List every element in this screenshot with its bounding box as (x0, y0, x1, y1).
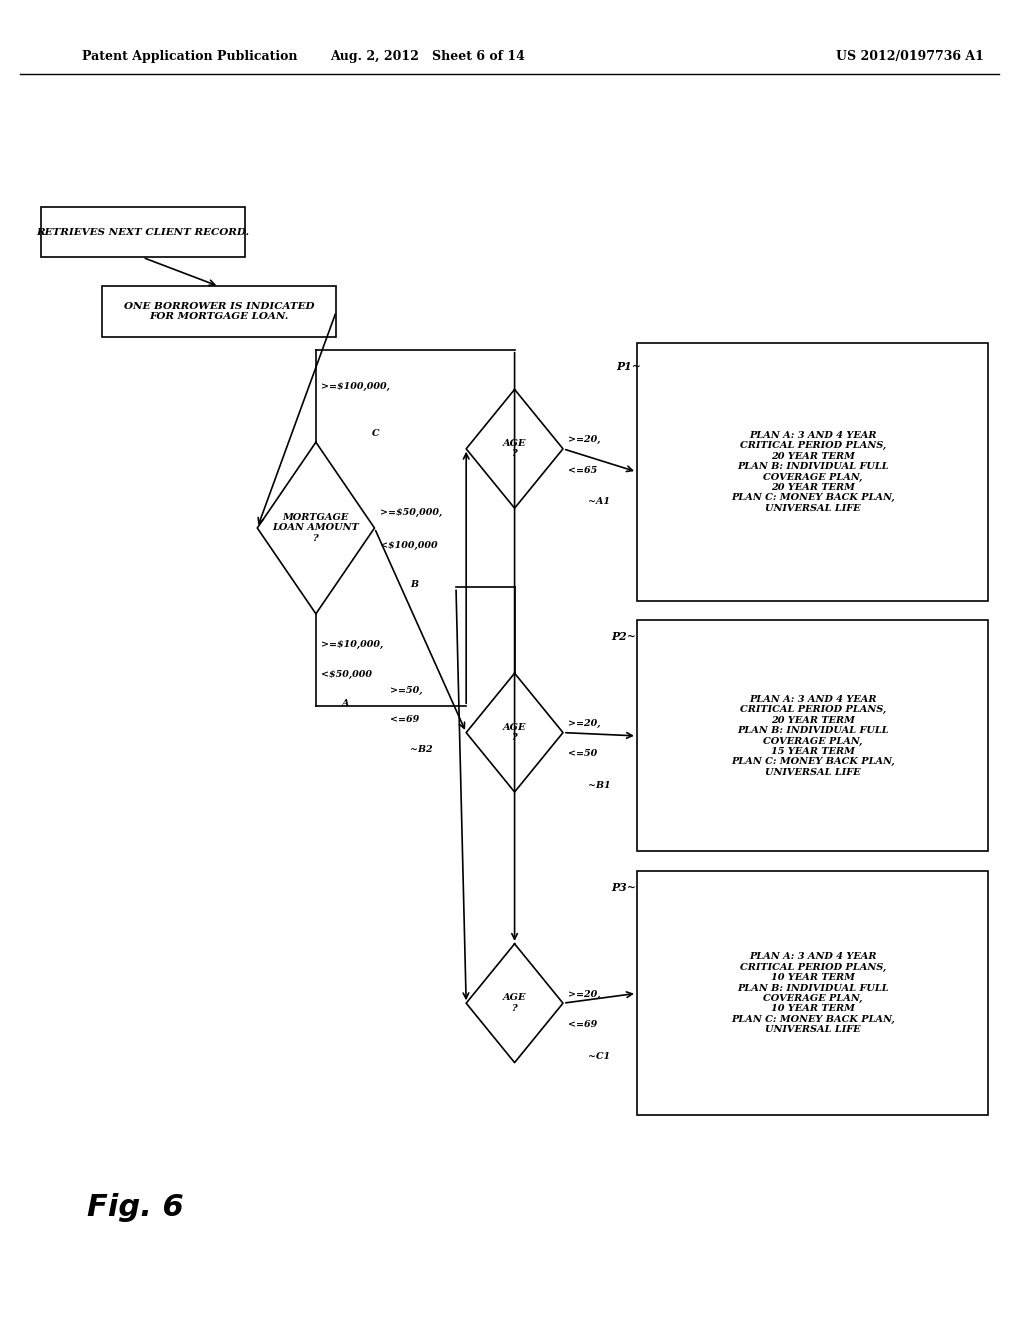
Text: <=69: <=69 (390, 715, 419, 725)
Text: P2~: P2~ (611, 631, 636, 643)
FancyBboxPatch shape (637, 343, 988, 601)
Text: Aug. 2, 2012   Sheet 6 of 14: Aug. 2, 2012 Sheet 6 of 14 (331, 50, 525, 63)
Text: >=\$10,000,: >=\$10,000, (321, 640, 383, 649)
Text: ONE BORROWER IS INDICATED
FOR MORTGAGE LOAN.: ONE BORROWER IS INDICATED FOR MORTGAGE L… (124, 302, 314, 321)
Text: PLAN A: 3 AND 4 YEAR
CRITICAL PERIOD PLANS,
20 YEAR TERM
PLAN B: INDIVIDUAL FULL: PLAN A: 3 AND 4 YEAR CRITICAL PERIOD PLA… (731, 430, 895, 513)
FancyBboxPatch shape (41, 207, 245, 257)
Text: <\$50,000: <\$50,000 (321, 671, 372, 680)
Text: PLAN A: 3 AND 4 YEAR
CRITICAL PERIOD PLANS,
10 YEAR TERM
PLAN B: INDIVIDUAL FULL: PLAN A: 3 AND 4 YEAR CRITICAL PERIOD PLA… (731, 952, 895, 1035)
Text: Patent Application Publication: Patent Application Publication (82, 50, 297, 63)
Text: <=69: <=69 (568, 1020, 597, 1030)
Text: PLAN A: 3 AND 4 YEAR
CRITICAL PERIOD PLANS,
20 YEAR TERM
PLAN B: INDIVIDUAL FULL: PLAN A: 3 AND 4 YEAR CRITICAL PERIOD PLA… (731, 694, 895, 777)
Text: ~A1: ~A1 (589, 498, 610, 507)
Text: Fig. 6: Fig. 6 (87, 1193, 183, 1222)
Text: >=50,: >=50, (390, 686, 422, 696)
FancyBboxPatch shape (637, 871, 988, 1115)
Text: ~C1: ~C1 (589, 1052, 610, 1061)
Text: ~B1: ~B1 (589, 781, 611, 791)
Text: AGE
?: AGE ? (503, 723, 526, 742)
Text: >=20,: >=20, (568, 990, 601, 999)
FancyBboxPatch shape (102, 286, 336, 337)
Text: ~B2: ~B2 (411, 746, 433, 755)
Text: >=\$50,000,: >=\$50,000, (380, 508, 441, 517)
Text: <\$100,000: <\$100,000 (380, 541, 437, 550)
Text: >=20,: >=20, (568, 436, 601, 445)
Text: >=\$100,000,: >=\$100,000, (321, 383, 390, 392)
Text: AGE
?: AGE ? (503, 440, 526, 458)
Text: US 2012/0197736 A1: US 2012/0197736 A1 (836, 50, 983, 63)
Text: B: B (411, 581, 418, 590)
Text: MORTGAGE
LOAN AMOUNT
?: MORTGAGE LOAN AMOUNT ? (272, 513, 359, 543)
Text: P1~: P1~ (616, 360, 641, 372)
Text: RETRIEVES NEXT CLIENT RECORD.: RETRIEVES NEXT CLIENT RECORD. (36, 228, 249, 236)
Text: AGE
?: AGE ? (503, 994, 526, 1012)
Text: <=50: <=50 (568, 750, 597, 759)
Text: >=20,: >=20, (568, 719, 601, 729)
Text: A: A (341, 700, 349, 709)
Text: P3~: P3~ (611, 882, 636, 894)
Text: C: C (372, 429, 380, 438)
FancyBboxPatch shape (637, 620, 988, 851)
Text: <=65: <=65 (568, 466, 597, 475)
